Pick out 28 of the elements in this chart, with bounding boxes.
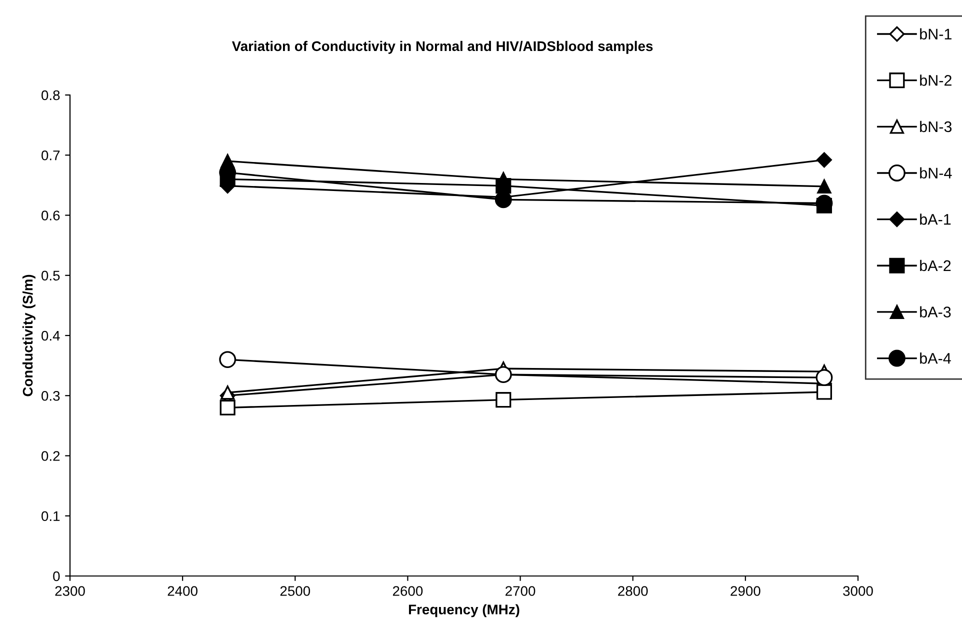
- y-tick-label: 0.7: [42, 150, 60, 160]
- legend-label: bA-4: [920, 352, 951, 364]
- x-tick-label: 2700: [506, 586, 536, 596]
- x-tick-label: 2500: [280, 586, 310, 596]
- x-tick-label: 2400: [168, 586, 198, 596]
- legend-label: bA-3: [920, 306, 951, 318]
- y-tick-label: 0.2: [42, 451, 60, 461]
- legend-label: bA-2: [920, 260, 951, 272]
- y-tick-label: 0.6: [42, 210, 60, 220]
- y-tick-label: 0.3: [42, 390, 60, 401]
- x-tick-label: 2600: [392, 586, 423, 596]
- chart-title: Variation of Conductivity in Normal and HIV/AIDSblood samples: [232, 40, 653, 54]
- y-axis-title: Conductivity (S/m): [22, 274, 36, 396]
- x-tick-label: 2800: [618, 586, 648, 596]
- y-tick-label: 0: [53, 571, 60, 582]
- legend-label: bN-4: [920, 167, 952, 178]
- legend-label: bN-3: [920, 120, 952, 132]
- y-tick-label: 0.8: [42, 90, 60, 100]
- legend-label: bN-1: [920, 28, 952, 40]
- y-tick-label: 0.4: [42, 330, 60, 341]
- x-tick-label: 2300: [55, 586, 85, 596]
- x-tick-label: 3000: [843, 586, 873, 596]
- legend-label: bN-2: [920, 74, 952, 86]
- y-tick-label: 0.5: [42, 270, 60, 281]
- y-tick-label: 0.1: [42, 511, 60, 522]
- legend-label: bA-1: [920, 214, 951, 225]
- x-tick-label: 2900: [730, 586, 760, 596]
- x-axis-title: Frequency (MHz): [408, 604, 520, 618]
